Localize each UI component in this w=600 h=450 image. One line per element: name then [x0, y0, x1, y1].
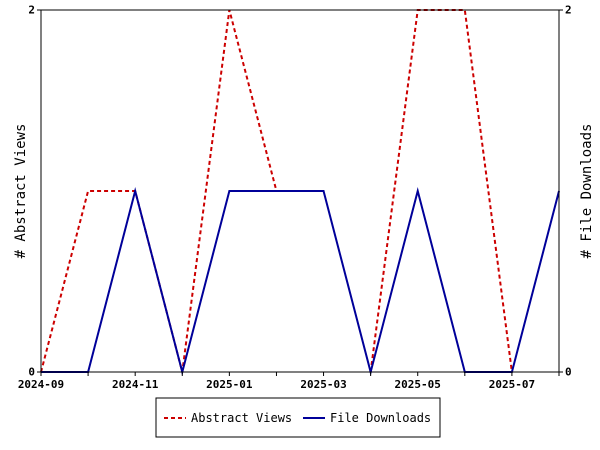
- y-left-tick-label-2: 2: [28, 4, 35, 17]
- x-axis: 2024-09 2024-11 2025-01 2025-03 2025-05 2025-…: [18, 372, 560, 391]
- series-line-abstract-views-0: [40, 9, 278, 373]
- y-axis-right-title: # File Downloads: [579, 124, 595, 259]
- x-tick-label-2024-11: 2024-11: [112, 378, 159, 391]
- legend-box: [155, 397, 441, 438]
- legend-label-file-downloads: File Downloads: [330, 411, 431, 425]
- y-right-tick-label-2: 2: [565, 4, 572, 17]
- plot-frame: [40, 9, 560, 373]
- x-tick-label-2024-09: 2024-09: [18, 378, 64, 391]
- y-axes: 0 2 0 2: [28, 4, 571, 379]
- legend: Abstract Views File Downloads: [155, 397, 441, 438]
- y-left-tick-label-0: 0: [28, 366, 35, 379]
- x-tick-label-2025-07: 2025-07: [489, 378, 535, 391]
- y-axis-left-title: # Abstract Views: [13, 124, 29, 259]
- x-tick-label-2025-05: 2025-05: [395, 378, 441, 391]
- legend-label-abstract-views: Abstract Views: [191, 411, 292, 425]
- x-tick-label-2025-01: 2025-01: [206, 378, 253, 391]
- y-right-tick-label-0: 0: [565, 366, 572, 379]
- x-tick-label-2025-03: 2025-03: [300, 378, 346, 391]
